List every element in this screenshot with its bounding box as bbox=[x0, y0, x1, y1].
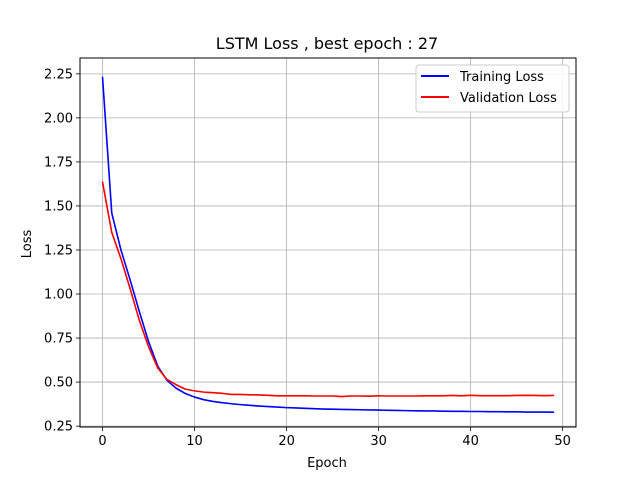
x-tick-label: 0 bbox=[98, 434, 106, 449]
legend-label-training: Training Loss bbox=[459, 70, 544, 85]
y-tick-label: 0.25 bbox=[44, 420, 73, 435]
x-tick-label: 20 bbox=[278, 434, 295, 449]
training-loss-line bbox=[101, 76, 555, 414]
legend-box bbox=[415, 64, 570, 113]
y-tick-label: 1.00 bbox=[44, 288, 73, 303]
grid bbox=[80, 58, 576, 427]
legend-label-validation: Validation Loss bbox=[460, 91, 557, 106]
y-tick-label: 2.25 bbox=[44, 67, 73, 82]
x-tick-label: 10 bbox=[186, 434, 203, 449]
y-tick-label: 0.75 bbox=[44, 332, 73, 347]
y-tick-label: 2.00 bbox=[44, 111, 73, 126]
validation-loss-line bbox=[101, 181, 555, 398]
x-tick-label: 50 bbox=[554, 434, 571, 449]
series-lines bbox=[101, 76, 555, 414]
y-tick-label: 0.50 bbox=[44, 376, 73, 391]
chart-title: LSTM Loss , best epoch : 27 bbox=[216, 34, 438, 53]
y-tick-label: 1.25 bbox=[44, 243, 73, 258]
x-tick-label: 40 bbox=[462, 434, 479, 449]
plot-frame bbox=[79, 57, 577, 428]
y-axis-label: Loss bbox=[20, 230, 35, 259]
y-tick-label: 1.50 bbox=[44, 199, 73, 214]
x-axis-label: Epoch bbox=[307, 456, 347, 471]
x-tick-label: 30 bbox=[370, 434, 387, 449]
ticks: 0 10 20 30 40 50 0.25 0.50 0.75 1.00 1.25 1.50 1.75 2… bbox=[44, 67, 571, 449]
legend: Training Loss Validation Loss bbox=[415, 64, 570, 113]
y-tick-label: 1.75 bbox=[44, 155, 73, 170]
